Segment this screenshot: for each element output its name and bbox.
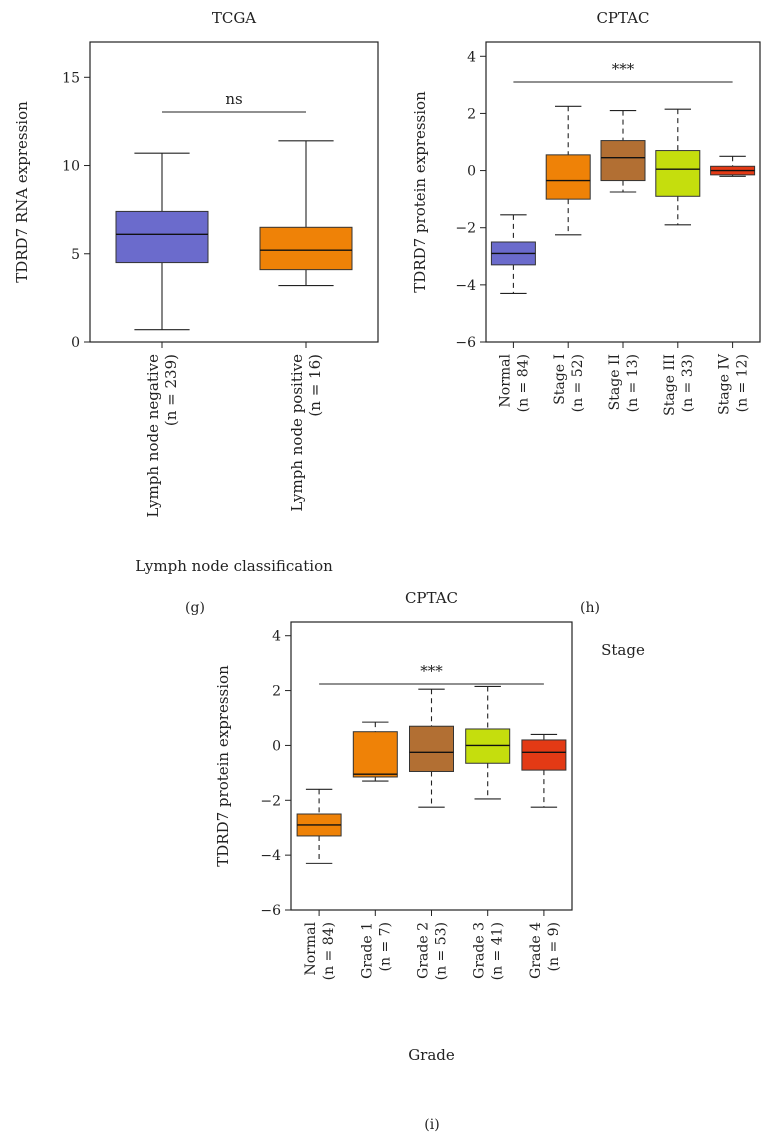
category-label: Normal xyxy=(303,921,319,975)
y-axis-label: TDRD7 RNA expression xyxy=(13,101,31,283)
category-label: Stage III xyxy=(662,354,678,416)
plot-frame xyxy=(485,41,761,343)
category-count: (n = 53) xyxy=(434,922,450,980)
significance-label: ns xyxy=(225,90,242,108)
y-tick-label: 0 xyxy=(467,164,476,180)
y-tick-label: −2 xyxy=(260,793,281,809)
chart-title: TCGA xyxy=(212,9,256,27)
y-axis-label: TDRD7 protein expression xyxy=(214,665,232,867)
box-3 xyxy=(600,140,646,182)
y-tick-label: 2 xyxy=(467,106,476,122)
significance-label: *** xyxy=(612,60,635,78)
y-tick-label: 5 xyxy=(71,247,80,263)
y-tick-label: 0 xyxy=(71,335,80,351)
y-tick-label: −4 xyxy=(260,848,281,864)
category-label: Grade 4 xyxy=(528,922,544,979)
category-count: (n = 9) xyxy=(546,922,562,971)
y-axis-label: TDRD7 protein expression xyxy=(411,91,429,293)
y-tick-label: 10 xyxy=(62,159,80,175)
box-1 xyxy=(115,210,209,264)
category-count: (n = 84) xyxy=(515,354,531,412)
box-2 xyxy=(545,154,591,200)
box-2 xyxy=(259,226,353,271)
category-count: (n = 13) xyxy=(625,354,641,412)
chart-g-lymph-node: TCGA TDRD7 RNA expression 0 5 10 15 Lymph node… xyxy=(13,9,379,575)
y-tick-label: −6 xyxy=(260,903,281,919)
box-2 xyxy=(352,731,398,778)
box-5 xyxy=(521,739,567,771)
category-label: Grade 3 xyxy=(472,922,488,979)
category-count: (n = 16) xyxy=(306,354,324,417)
plot-frame xyxy=(89,41,379,343)
category-count: (n = 41) xyxy=(490,922,506,980)
category-label: Stage II xyxy=(607,354,623,410)
category-count: (n = 239) xyxy=(162,354,180,426)
category-label: Normal xyxy=(497,353,513,407)
category-label: Lymph node negative xyxy=(144,354,162,518)
category-label: Stage IV xyxy=(717,353,733,415)
panel-label-h: (h) xyxy=(580,600,600,616)
y-tick-label: 15 xyxy=(62,70,80,86)
plot-frame xyxy=(290,621,573,911)
category-count: (n = 12) xyxy=(735,354,751,412)
x-axis-label: Grade xyxy=(408,1046,455,1064)
chart-h-stage: CPTAC TDRD7 protein expression −6 −4 −2 0 2 4 No… xyxy=(411,9,761,659)
y-tick-label: 4 xyxy=(467,49,476,65)
chart-title: CPTAC xyxy=(405,589,458,607)
panel-label-i: (i) xyxy=(424,1117,439,1133)
x-axis-label: Stage xyxy=(601,641,645,659)
category-count: (n = 7) xyxy=(377,922,393,971)
category-count: (n = 52) xyxy=(570,354,586,412)
box-3 xyxy=(409,725,454,772)
chart-i-grade: CPTAC TDRD7 protein expression −6 −4 −2 0 2 4 No… xyxy=(214,589,573,1064)
category-label: Stage I xyxy=(552,354,568,405)
category-label: Grade 2 xyxy=(416,922,432,979)
y-tick-label: −4 xyxy=(455,278,476,294)
y-tick-label: −6 xyxy=(455,335,476,351)
category-count: (n = 33) xyxy=(680,354,696,412)
chart-title: CPTAC xyxy=(596,9,649,27)
category-count: (n = 84) xyxy=(321,922,337,980)
panel-label-g: (g) xyxy=(185,600,205,616)
y-tick-label: 4 xyxy=(272,629,281,645)
y-tick-label: −2 xyxy=(455,221,476,237)
y-tick-label: 0 xyxy=(272,738,281,754)
x-axis-label: Lymph node classification xyxy=(135,557,333,575)
category-label: Grade 1 xyxy=(359,922,375,979)
category-label: Lymph node positive xyxy=(288,354,306,512)
y-tick-label: 2 xyxy=(272,684,281,700)
box-4 xyxy=(655,150,701,197)
significance-label: *** xyxy=(420,662,443,680)
